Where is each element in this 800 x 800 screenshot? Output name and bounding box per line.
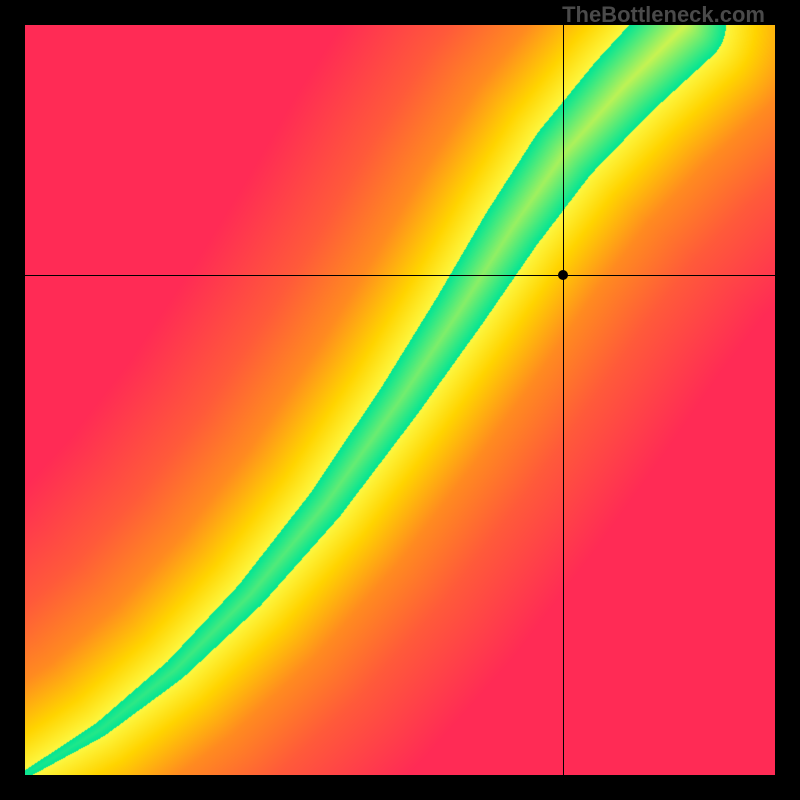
watermark-text: TheBottleneck.com (562, 2, 765, 28)
crosshair-horizontal (25, 275, 775, 276)
selection-marker (558, 270, 568, 280)
chart-container: { "watermark": "TheBottleneck.com", "hea… (0, 0, 800, 800)
bottleneck-heatmap (25, 25, 775, 775)
crosshair-vertical (563, 25, 564, 775)
